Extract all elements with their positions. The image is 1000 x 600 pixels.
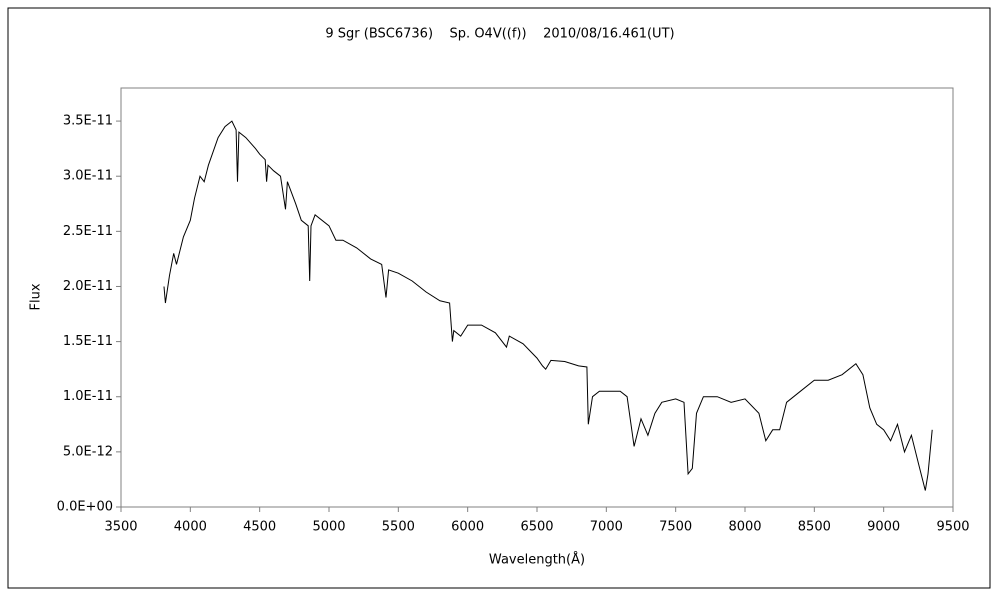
y-tick-label: 1.5E-11 [63, 334, 113, 349]
x-tick-label: 5500 [382, 520, 415, 535]
spectrum-line [163, 120, 933, 491]
y-tick-label: 2.5E-11 [63, 224, 113, 239]
y-tick-label: 2.0E-11 [63, 279, 113, 294]
y-axis-label: Flux [29, 283, 44, 310]
y-tick-label: 0.0E+00 [57, 500, 113, 515]
x-tick-label: 8500 [798, 520, 831, 535]
chart-title: 9 Sgr (BSC6736) Sp. O4V((f)) 2010/08/16.… [325, 27, 674, 42]
y-tick-label: 3.5E-11 [63, 114, 113, 129]
y-tick-label: 1.0E-11 [63, 389, 113, 404]
x-tick-label: 7000 [590, 520, 623, 535]
y-tick-label: 5.0E-12 [63, 444, 113, 459]
x-axis-label: Wavelength(Å) [489, 552, 585, 568]
x-tick-label: 3500 [104, 520, 137, 535]
x-tick-label: 4000 [174, 520, 207, 535]
x-tick-label: 7500 [659, 520, 692, 535]
x-tick-label: 9500 [936, 520, 969, 535]
x-tick-label: 8000 [728, 520, 761, 535]
x-tick-label: 6000 [451, 520, 484, 535]
x-tick-label: 9000 [867, 520, 900, 535]
x-tick-label: 4500 [243, 520, 276, 535]
x-tick-label: 6500 [520, 520, 553, 535]
y-tick-label: 3.0E-11 [63, 169, 113, 184]
x-tick-label: 5000 [312, 520, 345, 535]
plot-area [120, 87, 954, 508]
